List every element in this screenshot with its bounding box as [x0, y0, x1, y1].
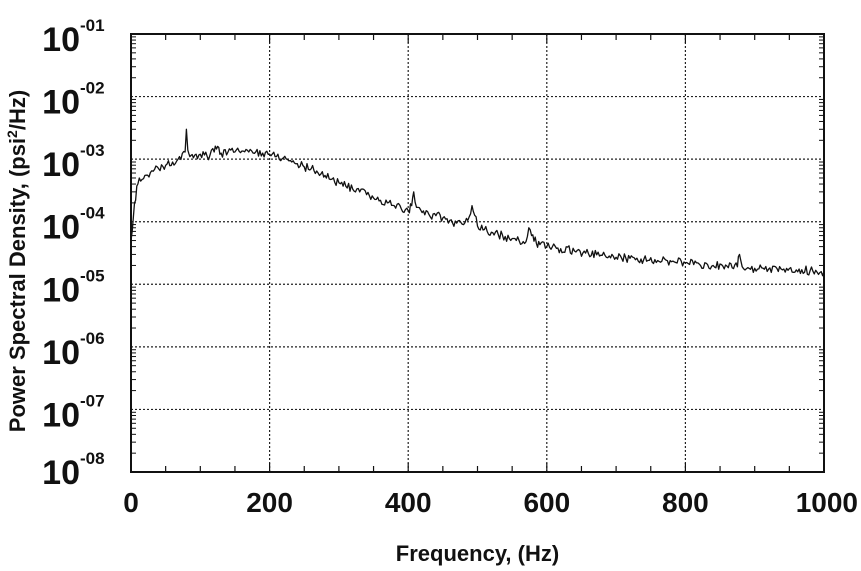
minor-ticks [130, 34, 825, 472]
y-tick-label: 10 [42, 334, 80, 372]
y-axis-label-main: Power Spectral Density, (psi [5, 138, 30, 432]
y-tick-label: 10 [42, 454, 80, 492]
y-tick-label: 10 [42, 209, 80, 247]
y-axis-label-tail: /Hz) [5, 90, 30, 130]
grid-lines [131, 34, 824, 472]
x-tick-label: 200 [246, 487, 293, 518]
y-tick-label: 10 [42, 271, 80, 309]
y-tick-exponent: -08 [80, 449, 105, 468]
y-tick-exponent: -01 [80, 16, 105, 35]
y-tick-exponent: -02 [80, 79, 105, 98]
y-tick-label: 10 [42, 396, 80, 434]
psd-series-line [130, 128, 825, 277]
y-axis-label-sup: 2 [4, 130, 20, 138]
y-tick-label: 10 [42, 84, 80, 122]
y-tick-exponent: -03 [80, 141, 105, 160]
x-tick-label: 1000 [796, 487, 858, 518]
x-tick-label: 0 [123, 487, 139, 518]
x-tick-label: 600 [523, 487, 570, 518]
y-tick-exponent: -07 [80, 391, 105, 410]
y-tick-label: 10 [42, 21, 80, 59]
y-tick-exponent: -04 [80, 204, 105, 223]
y-axis-label: Power Spectral Density, (psi2/Hz) [4, 90, 30, 432]
x-tick-label: 400 [385, 487, 432, 518]
plot-frame [130, 33, 825, 473]
x-axis-label: Frequency, (Hz) [396, 541, 559, 566]
y-tick-exponent: -05 [80, 266, 105, 285]
x-tick-label: 800 [662, 487, 709, 518]
y-tick-label: 10 [42, 146, 80, 184]
y-tick-exponent: -06 [80, 329, 105, 348]
x-tick-labels: 0 200 400 600 800 1000 [123, 487, 858, 518]
series-layer [130, 128, 825, 277]
